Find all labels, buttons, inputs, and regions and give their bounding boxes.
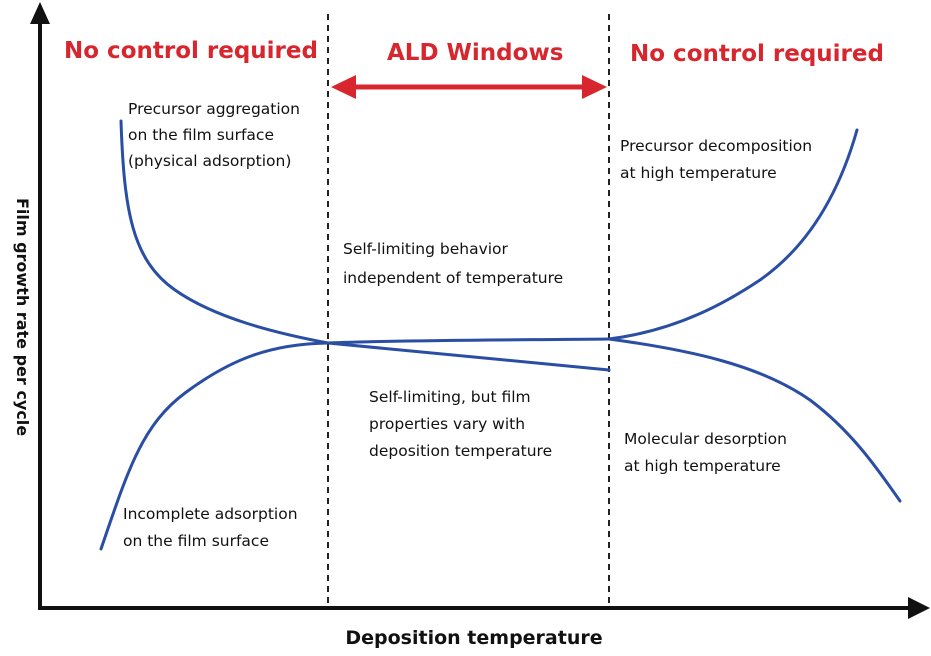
svg-text:on the film surface: on the film surface <box>123 532 269 550</box>
note-self-limiting: Self-limiting behavior independent of te… <box>343 240 563 287</box>
ald-window-arrow <box>331 75 607 99</box>
svg-text:Self-limiting behavior: Self-limiting behavior <box>343 240 509 258</box>
note-molecular-desorption: Molecular desorption at high temperature <box>624 430 787 475</box>
y-axis-title: Film growth rate per cycle <box>13 198 32 436</box>
note-incomplete-adsorption: Incomplete adsorption on the film surfac… <box>123 505 298 550</box>
svg-text:at high temperature: at high temperature <box>624 457 781 475</box>
svg-text:Molecular desorption: Molecular desorption <box>624 430 787 448</box>
note-self-limiting-varied: Self-limiting, but film properties vary … <box>369 388 552 460</box>
curve-precursor-aggregation <box>119 119 330 345</box>
curve-molecular-desorption <box>607 337 902 503</box>
svg-text:on the film surface: on the film surface <box>128 126 274 144</box>
svg-text:Incomplete adsorption: Incomplete adsorption <box>123 505 298 523</box>
curve-incomplete-adsorption <box>99 341 330 551</box>
y-axis-arrowhead <box>30 2 50 24</box>
svg-text:(physical adsorption): (physical adsorption) <box>128 152 291 170</box>
svg-text:at high temperature: at high temperature <box>620 164 777 182</box>
right-region-title: No control required <box>630 41 884 67</box>
svg-text:properties vary with: properties vary with <box>369 415 525 433</box>
left-region-title: No control required <box>64 38 318 64</box>
svg-text:deposition temperature: deposition temperature <box>369 442 552 460</box>
svg-text:Precursor decomposition: Precursor decomposition <box>620 137 812 155</box>
curve-precursor-decomposition <box>607 128 859 341</box>
x-axis-arrowhead <box>908 597 930 619</box>
svg-text:Self-limiting, but film: Self-limiting, but film <box>369 388 531 406</box>
center-region-title: ALD Windows <box>387 40 563 66</box>
note-precursor-decomposition: Precursor decomposition at high temperat… <box>620 137 812 182</box>
svg-text:Precursor aggregation: Precursor aggregation <box>128 100 300 118</box>
svg-text:independent of temperature: independent of temperature <box>343 269 563 287</box>
curve-ald-window-plateau <box>326 337 611 345</box>
curve-varying-properties <box>326 341 611 372</box>
x-axis-title: Deposition temperature <box>345 627 602 649</box>
note-precursor-aggregation: Precursor aggregation on the film surfac… <box>128 100 300 170</box>
